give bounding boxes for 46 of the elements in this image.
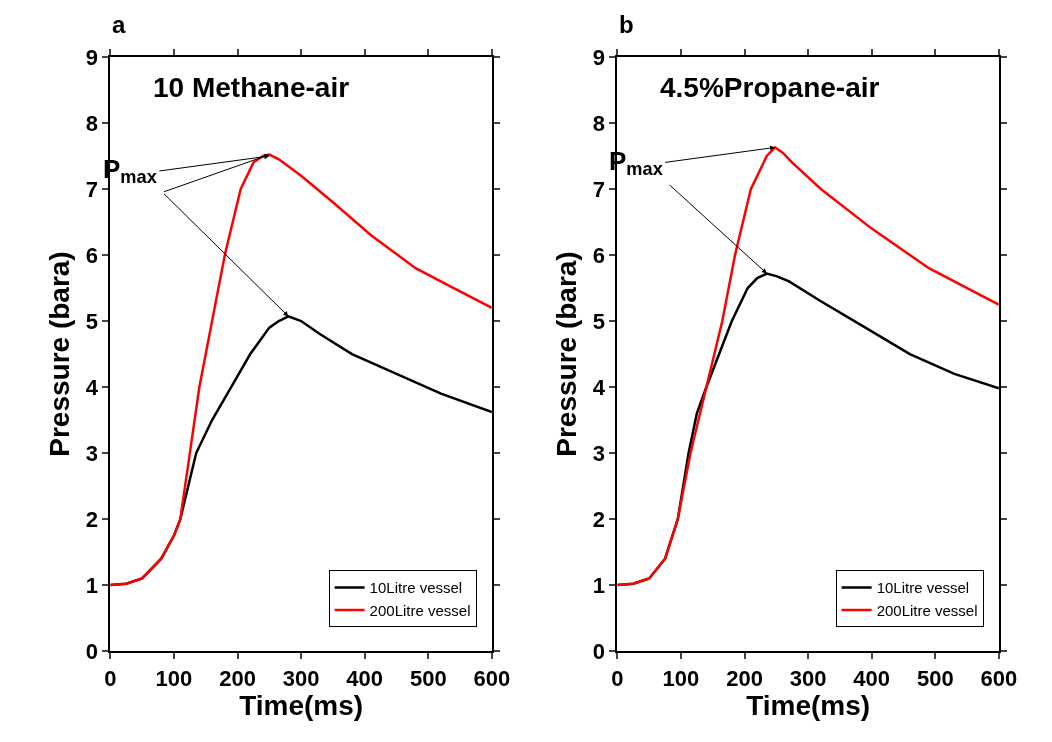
chart-title: b bbox=[619, 11, 634, 38]
y-tick-label: 2 bbox=[85, 506, 98, 532]
y-tick-label: 8 bbox=[85, 110, 98, 136]
y-tick-label: 5 bbox=[592, 308, 605, 334]
x-tick-label: 100 bbox=[662, 665, 700, 691]
y-tick-label: 9 bbox=[85, 44, 98, 70]
y-tick-label: 6 bbox=[85, 242, 98, 268]
y-tick-label: 5 bbox=[85, 308, 98, 334]
y-tick-label: 7 bbox=[592, 176, 605, 202]
y-tick-label: 4 bbox=[85, 374, 99, 400]
legend-label: 10Litre vessel bbox=[876, 579, 970, 597]
y-tick-label: 6 bbox=[592, 242, 605, 268]
annotation: 10 Methane-air bbox=[153, 72, 350, 103]
y-axis-title: Pressure (bara) bbox=[550, 251, 582, 457]
y-axis-title: Pressure (bara) bbox=[43, 251, 75, 457]
x-axis-title: Time(ms) bbox=[746, 690, 871, 722]
x-tick-label: 600 bbox=[473, 665, 511, 691]
y-tick-label: 9 bbox=[592, 44, 605, 70]
x-tick-label: 0 bbox=[611, 665, 624, 691]
x-tick-label: 0 bbox=[104, 665, 117, 691]
y-tick-label: 1 bbox=[85, 572, 98, 598]
y-tick-label: 3 bbox=[85, 440, 98, 466]
x-tick-label: 600 bbox=[980, 665, 1018, 691]
annotation: 4.5%Propane-air bbox=[660, 72, 880, 103]
x-tick-label: 200 bbox=[219, 665, 256, 691]
y-tick-label: 3 bbox=[592, 440, 605, 466]
x-tick-label: 500 bbox=[916, 665, 954, 691]
y-tick-label: 0 bbox=[592, 638, 605, 664]
y-tick-label: 0 bbox=[85, 638, 98, 664]
chart-title: a bbox=[112, 11, 126, 38]
y-tick-label: 2 bbox=[592, 506, 605, 532]
x-tick-label: 500 bbox=[409, 665, 447, 691]
x-tick-label: 300 bbox=[789, 665, 827, 691]
y-tick-label: 4 bbox=[592, 374, 606, 400]
legend-label: 200Litre vessel bbox=[876, 601, 978, 619]
y-tick-label: 1 bbox=[592, 572, 605, 598]
legend-label: 10Litre vessel bbox=[369, 579, 463, 597]
x-tick-label: 400 bbox=[853, 665, 891, 691]
x-tick-label: 200 bbox=[726, 665, 763, 691]
x-axis-title: Time(ms) bbox=[239, 690, 364, 722]
y-tick-label: 7 bbox=[85, 176, 98, 202]
y-tick-label: 8 bbox=[592, 110, 605, 136]
x-tick-label: 100 bbox=[155, 665, 193, 691]
x-tick-label: 300 bbox=[282, 665, 320, 691]
legend-label: 200Litre vessel bbox=[369, 601, 471, 619]
x-tick-label: 400 bbox=[346, 665, 384, 691]
